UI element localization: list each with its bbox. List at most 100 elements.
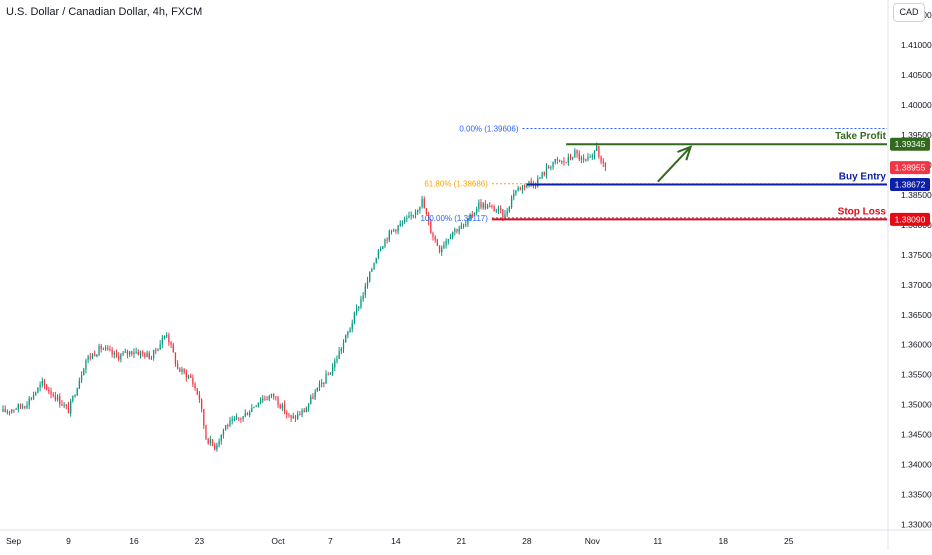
candle-body bbox=[310, 396, 312, 404]
candle-body bbox=[26, 405, 28, 408]
candle-body bbox=[48, 389, 50, 392]
candle-body bbox=[303, 410, 305, 413]
candle-body bbox=[72, 395, 74, 401]
fibonacci-retracement[interactable]: 0.00% (1.39606) 61.80% (1.38686) 100.00% (… bbox=[420, 125, 887, 223]
candle-body bbox=[314, 391, 316, 399]
y-tick-label: 1.34000 bbox=[901, 460, 932, 470]
candle-body bbox=[281, 404, 284, 409]
candle-body bbox=[497, 208, 500, 211]
candle-body bbox=[403, 219, 406, 223]
price-axis-labels: 1.39345 1.38672 1.38090 1.38955 bbox=[890, 137, 930, 226]
y-tick-label: 1.36000 bbox=[901, 340, 932, 350]
candle-body bbox=[56, 396, 59, 400]
candle-body bbox=[63, 404, 65, 406]
level-name: Take Profit bbox=[835, 131, 887, 142]
y-tick-label: 1.40500 bbox=[901, 70, 932, 80]
candle-body bbox=[591, 155, 593, 157]
candle-body bbox=[307, 403, 310, 408]
level-name: Buy Entry bbox=[839, 172, 887, 183]
candle-body bbox=[587, 157, 589, 160]
candle-body bbox=[393, 229, 395, 231]
candle-body bbox=[187, 375, 190, 378]
candle-body bbox=[8, 411, 11, 413]
candle-body bbox=[133, 352, 135, 355]
candle-body bbox=[159, 344, 161, 350]
candle-body bbox=[486, 205, 489, 209]
candle-body bbox=[216, 444, 218, 450]
candle-body bbox=[87, 356, 89, 361]
candle-body bbox=[227, 425, 229, 427]
trade-levels[interactable]: Take Profit Buy Entry Stop Loss bbox=[491, 131, 887, 221]
candle-body bbox=[305, 407, 308, 413]
candle-body bbox=[218, 440, 220, 445]
candle-body bbox=[109, 349, 111, 351]
candle-body bbox=[604, 162, 607, 168]
candle-body bbox=[436, 239, 439, 246]
candle-body bbox=[148, 352, 150, 359]
candle-body bbox=[277, 397, 279, 405]
candle-body bbox=[174, 352, 177, 364]
y-axis[interactable]: 1.415001.410001.405001.400001.395001.390… bbox=[901, 10, 932, 530]
candle-body bbox=[76, 388, 78, 396]
candle-body bbox=[28, 398, 30, 406]
candle-body bbox=[207, 439, 209, 444]
candle-body bbox=[406, 218, 408, 220]
candle-body bbox=[273, 393, 275, 397]
candle-body bbox=[244, 413, 246, 417]
candle-body bbox=[600, 156, 602, 162]
candle-body bbox=[115, 352, 118, 357]
candle-body bbox=[412, 214, 415, 216]
y-tick-label: 1.33000 bbox=[901, 520, 932, 530]
candle-body bbox=[91, 353, 94, 358]
candle-body bbox=[572, 157, 574, 159]
arrow-shaft[interactable] bbox=[657, 146, 692, 183]
arrow-head[interactable] bbox=[677, 145, 693, 161]
candle-body bbox=[447, 239, 449, 241]
candle-body bbox=[176, 363, 179, 369]
y-tick-label: 1.38500 bbox=[901, 190, 932, 200]
candle-body bbox=[526, 183, 528, 187]
candle-body bbox=[142, 351, 144, 354]
candle-body bbox=[211, 439, 214, 445]
projection-arrow[interactable] bbox=[657, 145, 693, 183]
candle-body bbox=[185, 372, 188, 378]
candle-body bbox=[32, 395, 35, 399]
candle-body bbox=[198, 394, 201, 400]
candle-body bbox=[602, 161, 604, 163]
candle-body bbox=[556, 159, 559, 161]
candle-body bbox=[172, 344, 174, 353]
currency-button[interactable]: CAD bbox=[893, 3, 925, 22]
candle-body bbox=[275, 396, 277, 398]
candle-body bbox=[270, 393, 273, 397]
candle-body bbox=[30, 398, 33, 400]
candle-body bbox=[279, 404, 281, 409]
candle-body bbox=[454, 229, 456, 232]
x-axis[interactable]: Sep 9 16 23 Oct 7 14 21 28 Nov 11 18 25 bbox=[6, 536, 794, 546]
candle-body bbox=[589, 156, 591, 158]
x-tick-label: 11 bbox=[653, 536, 662, 546]
candle-body bbox=[41, 380, 43, 385]
candle-body bbox=[264, 398, 266, 400]
candle-body bbox=[334, 360, 336, 368]
candle-body bbox=[144, 353, 146, 358]
x-tick-label: 18 bbox=[719, 536, 729, 546]
candle-body bbox=[19, 404, 22, 407]
level-price-tag bbox=[890, 137, 930, 151]
candle-body bbox=[366, 280, 369, 286]
candle-body bbox=[316, 387, 318, 392]
candle-body bbox=[480, 202, 482, 208]
candle-body bbox=[336, 358, 338, 361]
candle-body bbox=[364, 285, 366, 296]
candle-body bbox=[13, 409, 15, 411]
candle-body bbox=[118, 356, 120, 360]
candle-body bbox=[39, 384, 41, 388]
candle-body bbox=[395, 229, 397, 232]
candle-body bbox=[489, 205, 491, 207]
candle-body bbox=[113, 352, 115, 355]
candle-body bbox=[375, 258, 377, 264]
candle-body bbox=[390, 230, 393, 232]
candle-body bbox=[340, 348, 342, 352]
candle-body bbox=[425, 208, 428, 215]
